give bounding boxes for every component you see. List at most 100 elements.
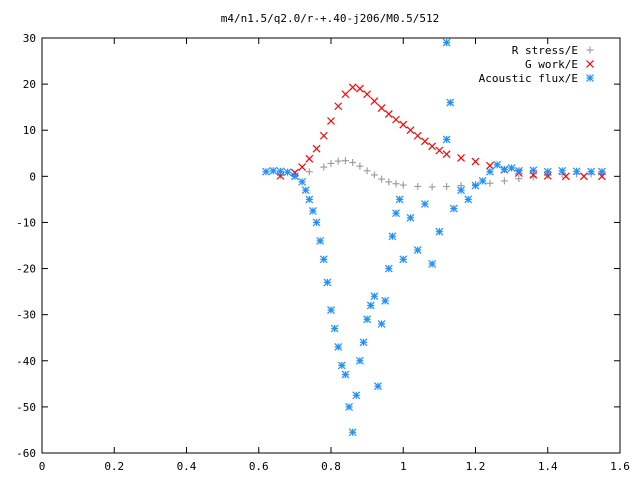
y-tick-label: 0 <box>29 170 36 183</box>
plot-frame <box>41 37 621 454</box>
data-point <box>395 195 404 204</box>
data-point <box>558 166 567 175</box>
x-axis: 0 0.2 0.4 0.6 0.8 1 1.2 1.4 1.6 <box>39 38 630 473</box>
data-point <box>319 131 328 140</box>
data-point <box>529 166 538 175</box>
data-point <box>435 227 444 236</box>
data-point <box>413 131 422 140</box>
chart-title: m4/n1.5/q2.0/r-+.40-j206/M0.5/512 <box>221 12 440 25</box>
data-point <box>428 260 437 268</box>
data-point <box>309 206 317 215</box>
data-point <box>366 301 375 310</box>
data-point <box>457 153 465 162</box>
y-tick-label: -40 <box>16 355 36 368</box>
data-point <box>323 278 332 287</box>
y-tick-label: 20 <box>23 78 36 91</box>
data-point <box>392 180 400 188</box>
data-point <box>414 182 422 190</box>
data-point <box>269 166 278 175</box>
data-point <box>341 90 350 99</box>
data-point <box>349 159 357 166</box>
data-point <box>355 356 364 365</box>
legend-label: R stress/E <box>512 44 578 57</box>
x-tick-label: 1.4 <box>538 460 558 473</box>
data-point <box>320 163 328 171</box>
data-point <box>507 164 516 172</box>
y-tick-label: -50 <box>16 401 36 414</box>
data-point <box>363 90 372 99</box>
series-star <box>262 38 606 437</box>
data-point <box>388 232 397 241</box>
data-point <box>312 218 321 227</box>
x-tick-label: 0.2 <box>104 460 124 473</box>
y-axis: 30 20 10 0 -10 -20 -30 -40 -50 -60 <box>16 32 620 460</box>
data-point <box>478 177 487 185</box>
data-point <box>345 402 353 411</box>
data-point <box>442 150 451 159</box>
data-point <box>377 104 386 113</box>
legend-label: Acoustic flux/E <box>479 72 578 85</box>
legend-marker <box>586 60 594 68</box>
data-point <box>341 157 349 165</box>
data-point <box>370 171 378 179</box>
data-point <box>399 181 407 189</box>
data-point <box>370 292 379 301</box>
data-point <box>500 177 508 185</box>
data-point <box>327 159 335 167</box>
series-plus <box>276 157 606 191</box>
data-point <box>298 177 307 186</box>
data-point <box>446 98 455 107</box>
data-point <box>363 315 372 324</box>
data-point <box>543 167 552 176</box>
data-point <box>348 83 357 92</box>
x-tick-label: 0 <box>39 460 46 473</box>
data-point <box>561 172 570 181</box>
data-point <box>305 195 314 204</box>
data-point <box>449 204 458 213</box>
data-point <box>305 154 314 163</box>
data-point <box>572 167 581 176</box>
data-point <box>348 428 357 437</box>
data-point <box>406 126 415 135</box>
legend-label: G work/E <box>525 58 578 71</box>
data-point <box>435 146 444 155</box>
data-point <box>457 186 465 195</box>
data-point <box>305 168 313 176</box>
data-point <box>334 157 342 165</box>
y-tick-label: -20 <box>16 263 36 276</box>
data-point <box>443 182 451 190</box>
data-point <box>370 97 379 106</box>
data-point <box>486 179 494 187</box>
data-point <box>406 213 415 222</box>
x-tick-label: 0.6 <box>249 460 269 473</box>
data-point <box>384 264 393 273</box>
data-point <box>337 361 346 370</box>
data-point <box>356 162 364 170</box>
data-point <box>399 255 408 264</box>
data-point <box>392 209 400 218</box>
data-point <box>374 382 382 391</box>
data-point <box>327 117 335 125</box>
y-tick-label: 30 <box>23 32 36 45</box>
data-point <box>352 391 361 400</box>
x-tick-label: 0.4 <box>177 460 197 473</box>
data-point <box>290 168 299 177</box>
data-point <box>515 175 523 183</box>
data-point <box>316 236 325 245</box>
data-point <box>486 161 494 170</box>
data-point <box>514 166 523 175</box>
data-point <box>319 255 328 264</box>
data-point <box>290 172 299 181</box>
data-point <box>587 167 596 176</box>
data-point <box>359 338 368 347</box>
data-point <box>341 370 350 379</box>
data-point <box>377 319 386 328</box>
legend-marker <box>586 46 594 54</box>
y-tick-label: 10 <box>23 124 36 137</box>
y-tick-label: -30 <box>16 309 36 322</box>
series-cross <box>276 83 606 181</box>
data-point <box>598 167 606 176</box>
data-point <box>262 167 270 176</box>
